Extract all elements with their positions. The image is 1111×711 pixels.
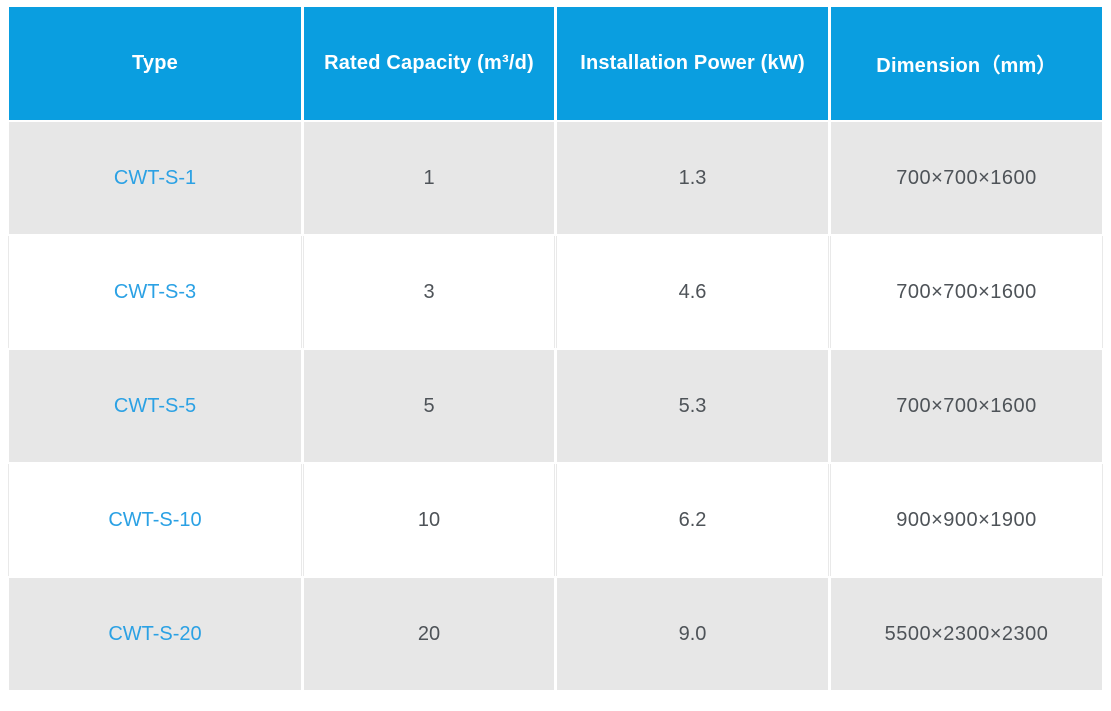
- type-link-cwt-s-10[interactable]: CWT-S-10: [9, 464, 301, 576]
- power-cell: 5.3: [557, 350, 828, 462]
- power-cell: 9.0: [557, 578, 828, 690]
- col-header-type: Type: [9, 7, 301, 120]
- table-row-cwt-s-10: CWT-S-10 10 6.2 900×900×1900: [9, 464, 1102, 576]
- capacity-cell: 10: [304, 464, 554, 576]
- power-cell: 1.3: [557, 122, 828, 234]
- dimension-cell: 900×900×1900: [831, 464, 1102, 576]
- dimension-cell: 700×700×1600: [831, 236, 1102, 348]
- table-body: CWT-S-1 1 1.3 700×700×1600 CWT-S-3 3 4.6…: [9, 122, 1102, 690]
- capacity-cell: 5: [304, 350, 554, 462]
- dimension-cell: 700×700×1600: [831, 122, 1102, 234]
- table-row-cwt-s-3: CWT-S-3 3 4.6 700×700×1600: [9, 236, 1102, 348]
- col-header-dimension: Dimension（mm）: [831, 7, 1102, 120]
- col-header-installation-power: Installation Power (kW): [557, 7, 828, 120]
- type-link-cwt-s-20[interactable]: CWT-S-20: [9, 578, 301, 690]
- table-header: Type Rated Capacity (m³/d) Installation …: [9, 7, 1102, 120]
- type-link-cwt-s-3[interactable]: CWT-S-3: [9, 236, 301, 348]
- power-cell: 4.6: [557, 236, 828, 348]
- type-link-cwt-s-5[interactable]: CWT-S-5: [9, 350, 301, 462]
- table-row-cwt-s-5: CWT-S-5 5 5.3 700×700×1600: [9, 350, 1102, 462]
- col-header-rated-capacity: Rated Capacity (m³/d): [304, 7, 554, 120]
- capacity-cell: 3: [304, 236, 554, 348]
- type-link-cwt-s-1[interactable]: CWT-S-1: [9, 122, 301, 234]
- table-row-cwt-s-20: CWT-S-20 20 9.0 5500×2300×2300: [9, 578, 1102, 690]
- power-cell: 6.2: [557, 464, 828, 576]
- table-row-cwt-s-1: CWT-S-1 1 1.3 700×700×1600: [9, 122, 1102, 234]
- product-spec-table: Type Rated Capacity (m³/d) Installation …: [6, 5, 1105, 692]
- capacity-cell: 1: [304, 122, 554, 234]
- header-row: Type Rated Capacity (m³/d) Installation …: [9, 7, 1102, 120]
- capacity-cell: 20: [304, 578, 554, 690]
- dimension-cell: 700×700×1600: [831, 350, 1102, 462]
- dimension-cell: 5500×2300×2300: [831, 578, 1102, 690]
